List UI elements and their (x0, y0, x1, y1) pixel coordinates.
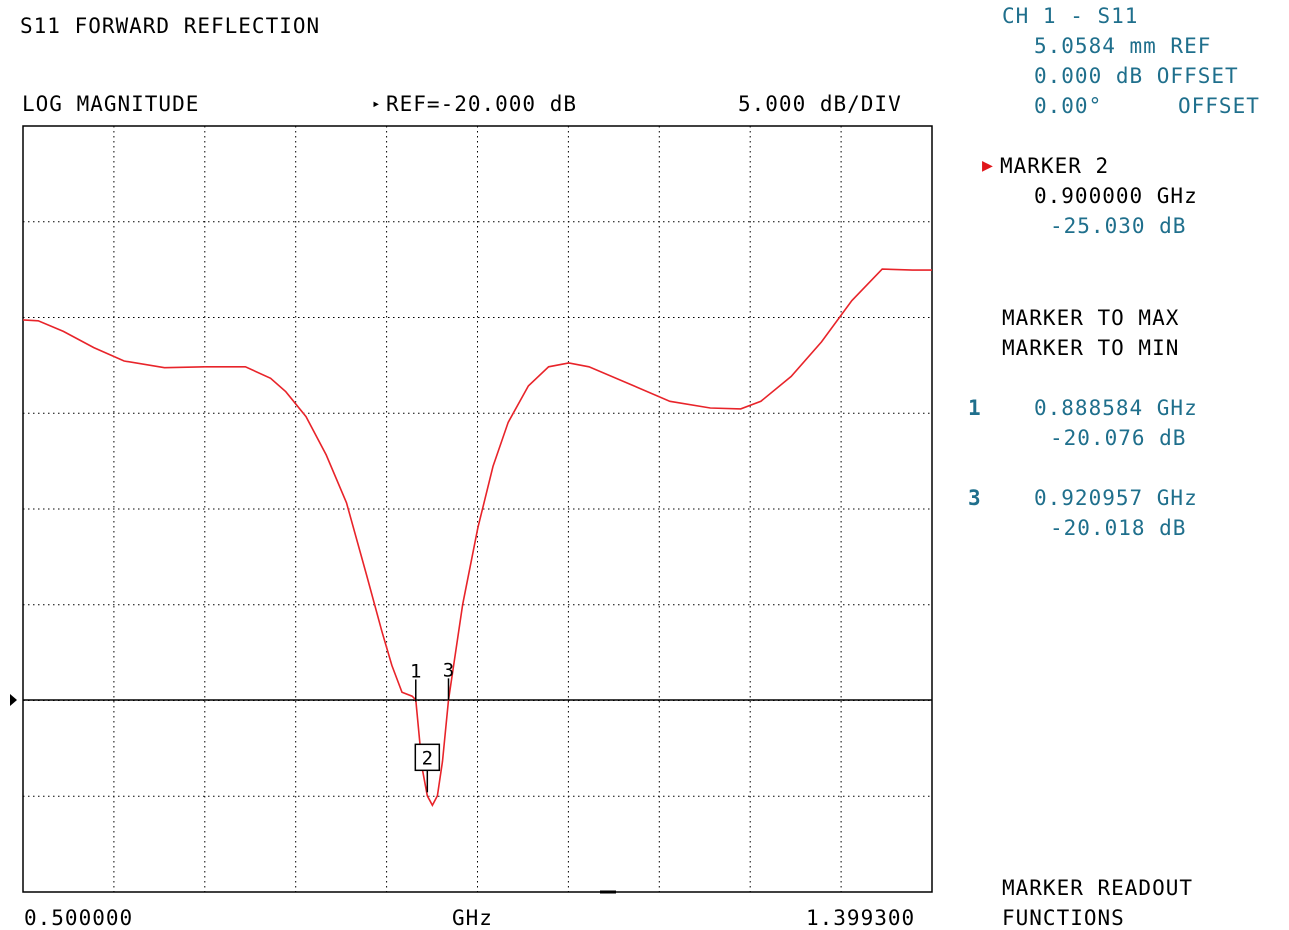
x-start-label: 0.500000 (24, 906, 134, 930)
marker-list-value-3: -20.018 dB (1050, 516, 1187, 540)
marker-to-min-button[interactable]: MARKER TO MIN (1002, 336, 1180, 360)
plot-grid (23, 126, 932, 892)
marker-list-freq-3: 0.920957 GHz (1034, 486, 1198, 510)
mag-offset-label: 0.000 dB OFFSET (1034, 64, 1239, 88)
ref-plane-label: 5.0584 mm REF (1034, 34, 1212, 58)
marker-list-num-3: 3 (968, 486, 982, 510)
active-marker-value: -25.030 dB (1050, 214, 1187, 238)
x-unit-label: GHz (452, 906, 493, 930)
x-stop-label: 1.399300 (806, 906, 916, 930)
phase-offset-label: OFFSET (1178, 94, 1260, 118)
ref-arrow: ▸ (372, 96, 382, 112)
marker-2: 2 (414, 743, 441, 793)
marker-3-label: 3 (443, 659, 454, 681)
marker-list-num-1: 1 (968, 396, 982, 420)
marker-2-box (414, 743, 441, 772)
marker-3: 3 (443, 659, 454, 701)
scale-label: 5.000 dB/DIV (738, 92, 902, 116)
active-marker-frequency: 0.900000 GHz (1034, 184, 1198, 208)
active-marker-arrow: ▶ (982, 155, 994, 176)
marker-readout-functions-button-line2[interactable]: FUNCTIONS (1002, 906, 1125, 930)
format-label: LOG MAGNITUDE (22, 92, 200, 116)
marker-to-max-button[interactable]: MARKER TO MAX (1002, 306, 1180, 330)
ref-level-label: REF=-20.000 dB (386, 92, 578, 116)
marker-layer: 1 2 3 (410, 659, 454, 793)
active-marker-label[interactable]: MARKER 2 (1000, 154, 1110, 178)
s11-trace (22, 268, 932, 808)
phase-offset-value: 0.00° (1034, 94, 1103, 118)
marker-list-value-1: -20.076 dB (1050, 426, 1187, 450)
reference-pointer (10, 694, 17, 706)
marker-list-freq-1: 0.888584 GHz (1034, 396, 1198, 420)
marker-1: 1 (410, 660, 422, 702)
marker-2-label: 2 (422, 747, 433, 769)
marker-readout-functions-button-line1[interactable]: MARKER READOUT (1002, 876, 1194, 900)
chart-title: S11 FORWARD REFLECTION (20, 14, 321, 38)
channel-label: CH 1 - S11 (1002, 4, 1139, 28)
marker-1-label: 1 (410, 660, 421, 682)
plot-frame (22, 125, 933, 893)
